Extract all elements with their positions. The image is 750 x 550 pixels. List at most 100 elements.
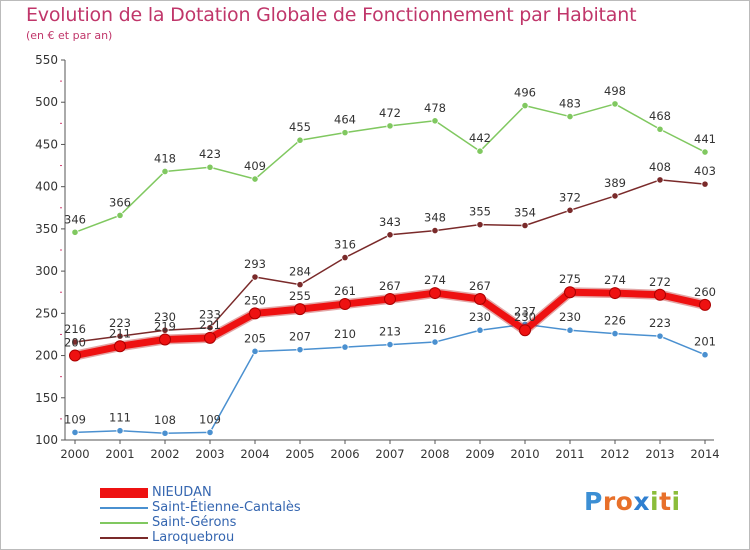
legend-swatch	[100, 507, 148, 509]
data-point	[611, 100, 619, 108]
data-label: 355	[469, 205, 491, 219]
data-point	[296, 136, 304, 144]
y-tick-label: 100	[35, 433, 58, 447]
y-tick-label: 450	[35, 137, 58, 151]
x-tick-label: 2003	[195, 447, 224, 461]
data-label: 316	[334, 238, 356, 252]
data-point	[206, 163, 214, 171]
y-tick-label: 300	[35, 264, 58, 278]
data-point	[251, 175, 259, 183]
data-label: 464	[334, 113, 356, 127]
data-label: 237	[514, 304, 536, 318]
data-point	[71, 428, 79, 436]
data-point	[431, 226, 439, 235]
x-tick-label: 2004	[240, 447, 269, 461]
data-point	[386, 340, 394, 349]
chart-title: Evolution de la Dotation Globale de Fonc…	[26, 4, 637, 26]
data-point	[701, 148, 709, 156]
data-point	[609, 287, 621, 300]
x-tick-label: 2007	[375, 447, 404, 461]
data-point	[519, 324, 531, 337]
data-label: 216	[64, 322, 86, 336]
legend-swatch	[100, 522, 148, 524]
legend-swatch	[100, 537, 148, 539]
legend-item: Laroquebrou	[100, 530, 360, 546]
data-point	[521, 102, 529, 110]
data-label: 108	[154, 413, 176, 427]
data-point	[564, 286, 576, 299]
data-label: 478	[424, 101, 446, 115]
data-point	[476, 326, 484, 334]
data-point	[251, 273, 259, 281]
data-label: 389	[604, 176, 626, 190]
data-label: 211	[109, 326, 131, 340]
y-tick-label: 250	[35, 306, 58, 320]
logo-letter: P	[584, 487, 603, 516]
data-label: 354	[514, 206, 536, 220]
data-point	[384, 292, 396, 305]
data-label: 267	[379, 279, 401, 293]
data-point	[71, 338, 79, 346]
data-label: 442	[469, 131, 491, 145]
y-tick-label: 200	[35, 349, 58, 363]
x-tick-label: 2013	[645, 447, 674, 461]
data-point	[206, 324, 214, 332]
y-tick-label: 500	[35, 95, 58, 109]
x-tick-label: 2001	[105, 447, 134, 461]
y-tick-label: 400	[35, 180, 58, 194]
legend-item: NIEUDAN	[100, 485, 360, 501]
data-point	[116, 427, 124, 435]
data-label: 230	[154, 310, 176, 324]
data-label: 409	[244, 159, 266, 173]
data-label: 441	[694, 132, 716, 146]
x-tick-label: 2014	[690, 447, 719, 461]
data-point	[114, 340, 126, 353]
data-label: 468	[649, 109, 671, 123]
data-label: 213	[379, 325, 401, 339]
data-point	[701, 351, 709, 359]
data-point	[296, 281, 304, 289]
data-label: 109	[199, 412, 221, 426]
data-label: 233	[199, 308, 221, 322]
legend-label: Saint-Gérons	[152, 515, 237, 530]
data-point	[116, 332, 124, 340]
data-point	[431, 117, 439, 125]
data-label: 200	[64, 336, 86, 350]
data-label: 274	[424, 273, 446, 287]
data-point	[386, 231, 394, 239]
data-label: 230	[559, 310, 581, 324]
proxiti-logo: Proxiti	[584, 487, 681, 516]
data-label: 219	[154, 320, 176, 334]
data-label: 205	[244, 331, 266, 345]
data-point	[386, 122, 394, 130]
data-label: 226	[604, 314, 626, 328]
data-label: 267	[469, 279, 491, 293]
data-label: 216	[424, 322, 446, 336]
data-point	[206, 428, 214, 436]
data-label: 230	[514, 310, 536, 324]
logo-letter: r	[602, 487, 616, 516]
data-label: 272	[649, 275, 671, 289]
legend-label: Saint-Étienne-Cantalès	[152, 500, 301, 515]
data-label: 366	[109, 195, 131, 209]
data-label: 275	[559, 272, 581, 286]
data-point	[656, 125, 664, 133]
data-label: 423	[199, 147, 221, 161]
x-tick-label: 2011	[555, 447, 584, 461]
data-point	[161, 429, 169, 437]
data-point	[699, 298, 711, 311]
logo-letter: i	[650, 487, 660, 516]
data-label: 274	[604, 273, 626, 287]
data-label: 261	[334, 284, 356, 298]
data-label: 284	[289, 265, 311, 279]
data-point	[341, 129, 349, 137]
data-label: 418	[154, 151, 176, 165]
data-label: 408	[649, 160, 671, 174]
data-label: 111	[109, 411, 131, 425]
data-point	[566, 112, 574, 121]
data-point	[116, 211, 124, 219]
data-point	[294, 303, 306, 316]
data-point	[656, 176, 664, 184]
data-point	[204, 331, 216, 344]
